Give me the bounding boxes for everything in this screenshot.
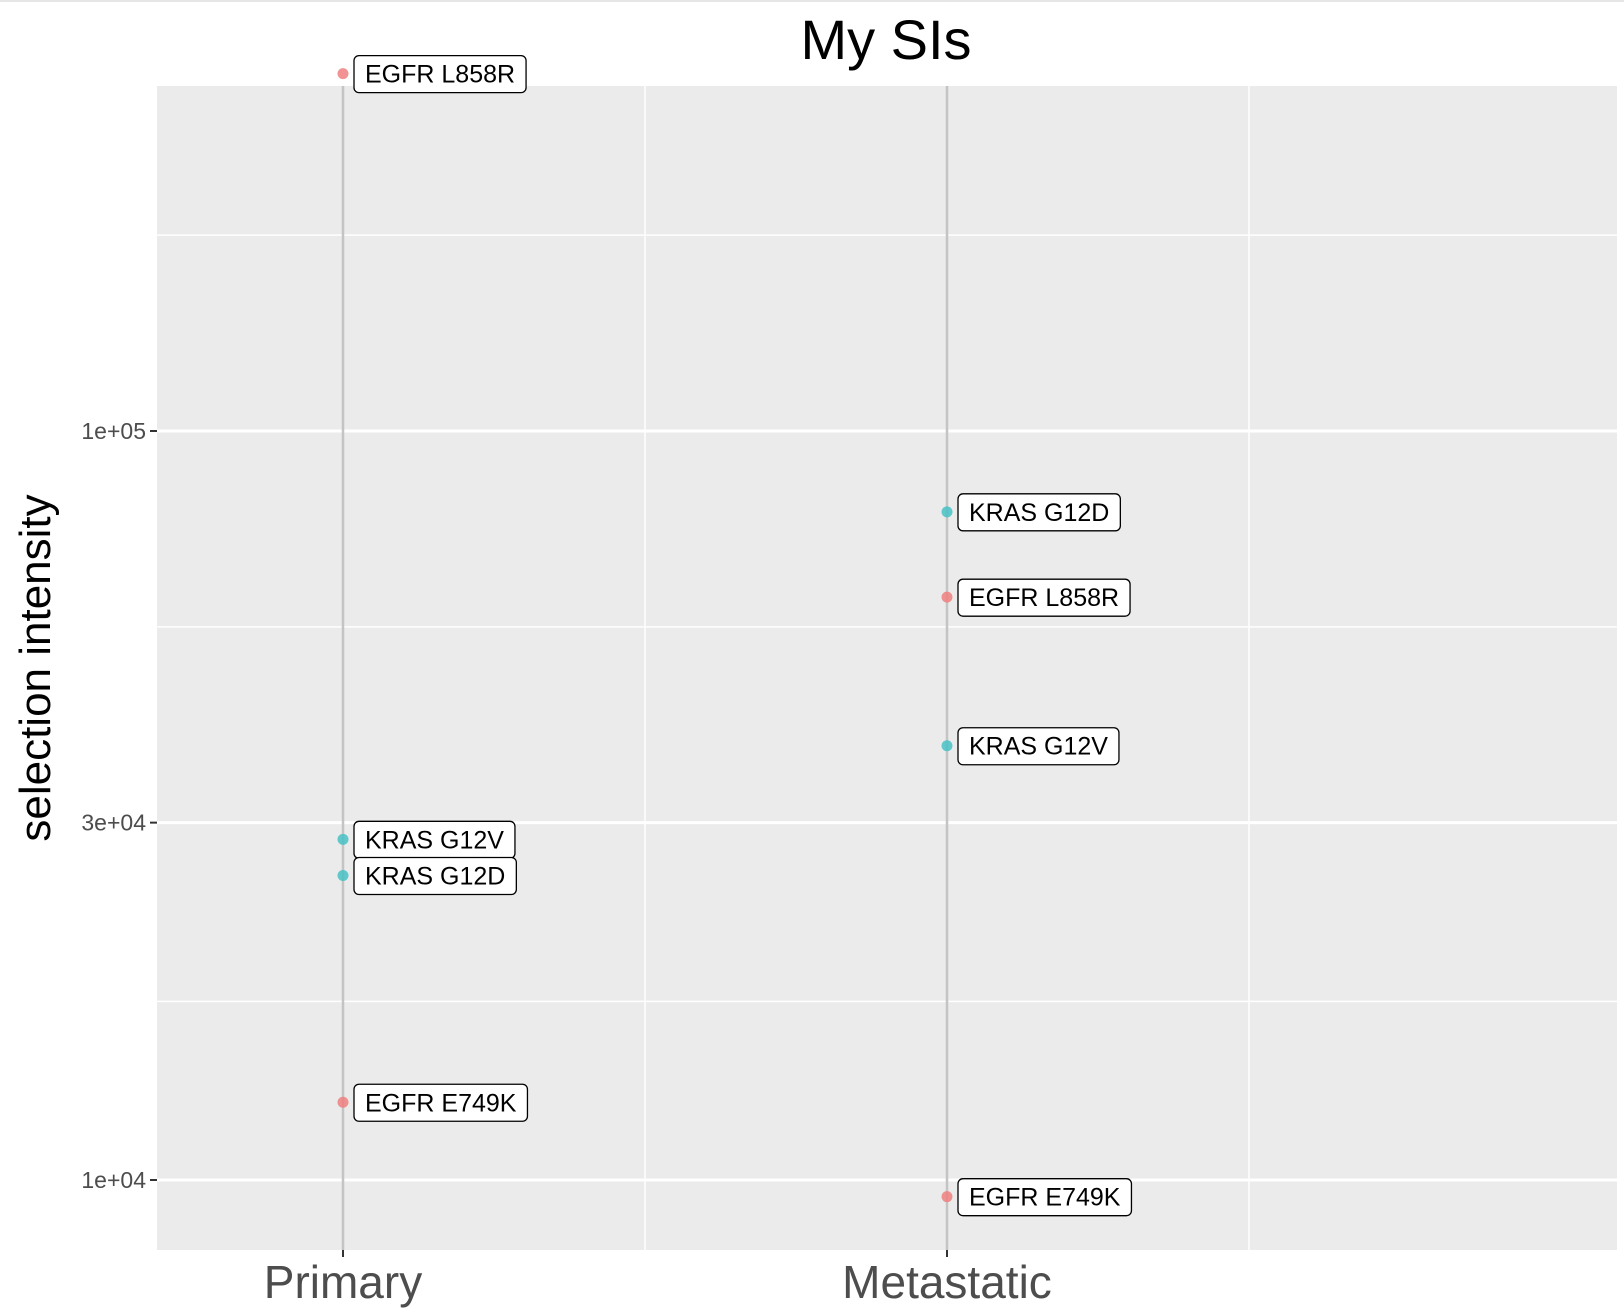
point-label-text: EGFR E749K — [969, 1184, 1121, 1212]
point-label-box — [353, 54, 527, 94]
point-label: EGFR L858R — [957, 578, 1131, 617]
data-point — [941, 591, 953, 603]
x-tick-label: Primary — [264, 1256, 422, 1308]
point-label-box — [353, 856, 517, 896]
point-label: EGFR E749K — [957, 1178, 1133, 1217]
data-point — [941, 740, 953, 752]
point-label-box — [353, 1083, 529, 1122]
point-label: EGFR L858R — [353, 54, 527, 94]
y-tick-label: 1e+04 — [81, 1167, 146, 1193]
point-label: KRAS G12V — [353, 820, 516, 859]
data-point — [337, 870, 349, 882]
point-label-box — [957, 1178, 1133, 1217]
point-label: KRAS G12D — [957, 493, 1121, 532]
data-point — [337, 833, 349, 845]
point-label-text: KRAS G12V — [969, 733, 1108, 761]
point-label-text: EGFR L858R — [365, 61, 515, 89]
y-axis-label: selection intensity — [11, 494, 60, 841]
point-label-text: EGFR E749K — [365, 1089, 517, 1117]
y-tick-label: 1e+05 — [81, 418, 146, 444]
chart-title: My SIs — [800, 8, 971, 71]
grid-layer — [157, 86, 1617, 1250]
x-tick-label: Metastatic — [842, 1256, 1052, 1308]
data-point — [941, 506, 953, 518]
point-label-text: EGFR L858R — [969, 584, 1119, 612]
top-border — [0, 0, 1624, 2]
y-axis: 1e+04 3e+04 1e+05 — [81, 418, 157, 1193]
point-label: EGFR E749K — [353, 1083, 529, 1122]
data-point — [337, 68, 349, 80]
point-label-text: KRAS G12D — [969, 499, 1109, 527]
data-point — [337, 1096, 349, 1108]
data-point — [941, 1191, 953, 1203]
point-label: KRAS G12D — [353, 856, 517, 896]
point-labels-layer: EGFR L858R KRAS G12V KRAS G12D EGFR E749K KR… — [353, 54, 1133, 1217]
point-label-box — [957, 493, 1121, 532]
point-label-text: KRAS G12V — [365, 826, 504, 854]
point-label-box — [957, 578, 1131, 617]
x-axis: Primary Metastatic — [264, 1250, 1052, 1308]
point-label-text: KRAS G12D — [365, 863, 505, 891]
point-label-box — [957, 727, 1120, 766]
points-layer — [337, 68, 953, 1203]
plot-panel — [157, 86, 1617, 1250]
point-label: KRAS G12V — [957, 727, 1120, 766]
y-tick-label: 3e+04 — [81, 810, 146, 836]
